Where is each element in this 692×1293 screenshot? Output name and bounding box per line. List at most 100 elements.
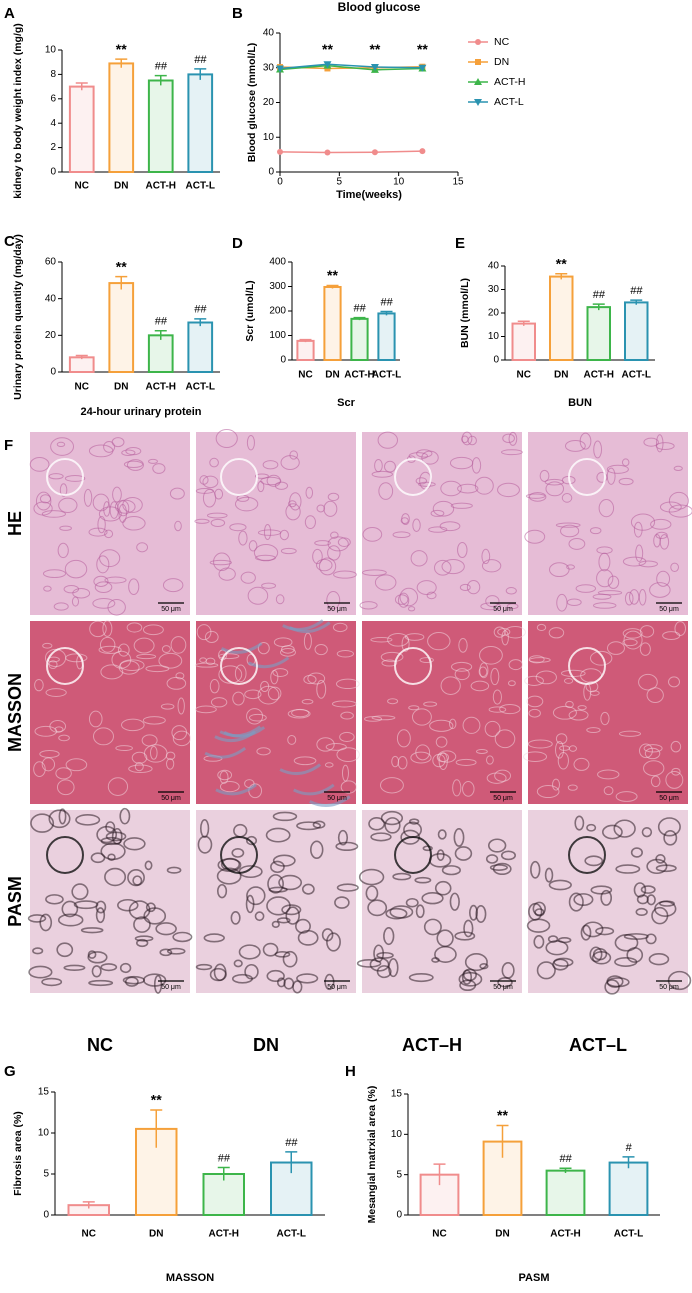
- texture: [377, 431, 399, 449]
- y-tick-label: 0: [493, 355, 499, 366]
- texture: [314, 540, 331, 546]
- texture: [304, 515, 316, 530]
- y-tick-label: 0: [43, 1210, 49, 1221]
- texture: [506, 603, 519, 610]
- texture: [234, 496, 259, 512]
- texture: [646, 858, 668, 875]
- annotation: **: [369, 41, 380, 57]
- texture: [379, 777, 404, 794]
- texture: [370, 832, 392, 842]
- texture: [615, 864, 641, 874]
- texture: [454, 846, 473, 861]
- point: [277, 148, 283, 155]
- y-tick-label: 0: [268, 167, 274, 178]
- texture: [606, 641, 625, 655]
- y-tick-label: 8: [50, 69, 56, 80]
- scale-label: 50 μm: [327, 606, 347, 613]
- texture: [257, 480, 265, 493]
- texture: [332, 622, 348, 633]
- texture: [437, 829, 447, 840]
- texture: [568, 538, 586, 550]
- texture: [528, 655, 545, 664]
- texture: [152, 463, 166, 474]
- texture: [384, 817, 401, 834]
- texture: [132, 875, 143, 886]
- texture: [296, 973, 319, 984]
- point: [419, 148, 426, 155]
- texture: [126, 459, 144, 471]
- texture: [453, 828, 465, 847]
- texture: [254, 473, 269, 479]
- texture: [435, 736, 448, 748]
- scale-label: 50 μm: [493, 795, 513, 802]
- x-tick-label: ACT-L: [186, 181, 215, 192]
- y-axis-label: Fibrosis area (%): [12, 1111, 24, 1196]
- scale-label: 50 μm: [493, 984, 513, 991]
- x-tick-label: ACT-H: [208, 1229, 239, 1240]
- texture: [394, 647, 432, 685]
- texture: [280, 647, 296, 657]
- x-tick-label: 15: [452, 177, 464, 188]
- texture: [170, 636, 187, 654]
- texture: [155, 922, 177, 936]
- texture: [668, 504, 692, 518]
- error-bar: [555, 273, 568, 280]
- column-label: ACT–H: [402, 1035, 462, 1055]
- texture: [215, 783, 257, 796]
- texture: [548, 879, 572, 891]
- texture: [380, 810, 404, 826]
- texture: [434, 880, 452, 896]
- y-tick-label: 20: [488, 308, 500, 319]
- texture: [643, 744, 663, 753]
- texture: [133, 637, 155, 654]
- y-tick-label: 60: [45, 257, 57, 268]
- texture: [544, 478, 565, 486]
- row-label: MASSON: [5, 673, 25, 752]
- point: [323, 61, 332, 69]
- texture: [500, 850, 516, 861]
- texture: [296, 821, 322, 831]
- y-tick-label: 0: [50, 367, 56, 378]
- texture: [643, 437, 659, 447]
- texture: [615, 791, 638, 802]
- texture: [376, 965, 392, 979]
- error-bar: [75, 354, 88, 360]
- texture: [505, 587, 517, 595]
- texture: [568, 709, 589, 721]
- x-tick-label: ACT-L: [277, 1229, 306, 1240]
- texture: [279, 529, 289, 541]
- texture: [597, 769, 620, 780]
- texture: [209, 679, 220, 694]
- y-tick-label: 10: [45, 45, 57, 56]
- texture: [484, 720, 501, 738]
- texture: [283, 977, 295, 990]
- texture: [419, 657, 434, 664]
- bar: [147, 334, 174, 374]
- texture: [668, 491, 689, 510]
- texture: [279, 763, 322, 776]
- bar: [68, 85, 95, 173]
- texture: [367, 899, 388, 917]
- y-tick-label: 40: [263, 28, 275, 39]
- texture: [493, 626, 506, 638]
- texture: [196, 624, 212, 641]
- y-tick-label: 200: [269, 306, 286, 317]
- texture: [337, 829, 349, 846]
- texture: [90, 852, 106, 864]
- texture: [507, 680, 516, 687]
- legend-label: ACT-H: [494, 76, 526, 88]
- texture: [388, 957, 399, 978]
- texture: [202, 475, 219, 489]
- texture: [659, 534, 670, 550]
- texture: [104, 576, 127, 584]
- texture: [368, 817, 386, 831]
- texture: [568, 458, 606, 496]
- texture: [526, 918, 551, 933]
- texture: [219, 770, 229, 784]
- texture: [533, 935, 545, 949]
- texture: [75, 814, 101, 826]
- annotation: ##: [353, 303, 366, 315]
- legend-label: ACT-L: [494, 96, 524, 108]
- texture: [563, 678, 574, 684]
